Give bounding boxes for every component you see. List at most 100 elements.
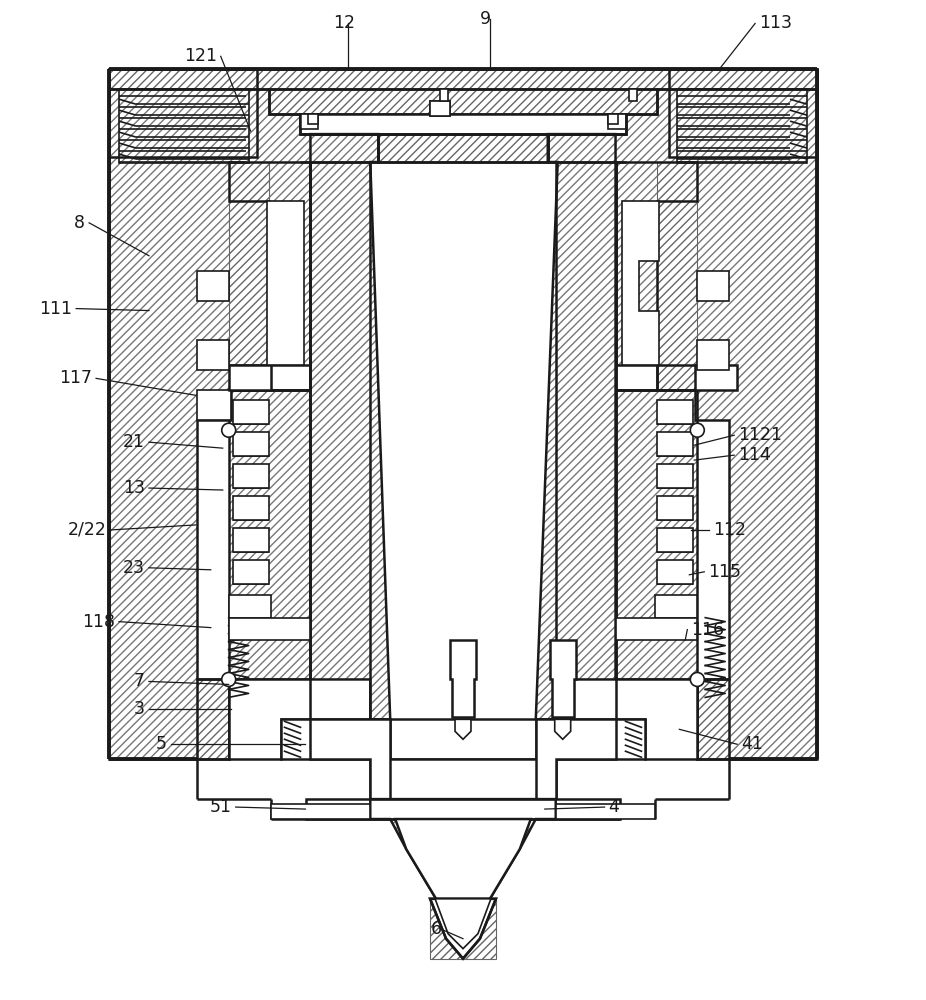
- Polygon shape: [616, 679, 697, 759]
- Polygon shape: [310, 719, 390, 799]
- Polygon shape: [536, 719, 616, 759]
- Polygon shape: [109, 89, 378, 759]
- Polygon shape: [197, 271, 229, 301]
- Polygon shape: [229, 679, 310, 719]
- Text: 8: 8: [74, 214, 85, 232]
- Polygon shape: [310, 134, 390, 719]
- Polygon shape: [657, 400, 694, 424]
- Polygon shape: [657, 201, 697, 390]
- Polygon shape: [621, 201, 659, 365]
- Polygon shape: [607, 114, 618, 124]
- Polygon shape: [536, 719, 645, 759]
- Polygon shape: [390, 719, 536, 759]
- Text: 2/22: 2/22: [69, 521, 107, 539]
- Polygon shape: [536, 759, 556, 799]
- Polygon shape: [616, 679, 697, 719]
- Polygon shape: [430, 899, 496, 959]
- Text: 112: 112: [713, 521, 746, 539]
- Polygon shape: [229, 365, 270, 390]
- Polygon shape: [697, 340, 729, 370]
- Polygon shape: [536, 719, 645, 759]
- Polygon shape: [550, 640, 576, 717]
- Polygon shape: [556, 804, 656, 819]
- Polygon shape: [378, 134, 548, 162]
- Text: 4: 4: [608, 798, 619, 816]
- Polygon shape: [270, 804, 370, 819]
- Polygon shape: [697, 679, 729, 759]
- Polygon shape: [450, 640, 476, 717]
- Polygon shape: [109, 69, 817, 89]
- Polygon shape: [430, 101, 450, 116]
- Polygon shape: [656, 595, 697, 618]
- Polygon shape: [370, 759, 556, 799]
- Polygon shape: [548, 89, 817, 759]
- Polygon shape: [310, 719, 390, 759]
- Polygon shape: [552, 679, 574, 717]
- Text: 51: 51: [209, 798, 232, 816]
- Polygon shape: [555, 719, 570, 739]
- Text: 7: 7: [134, 672, 145, 690]
- Polygon shape: [232, 528, 269, 552]
- Polygon shape: [229, 679, 310, 759]
- Polygon shape: [229, 365, 270, 390]
- Text: 12: 12: [333, 14, 356, 32]
- Polygon shape: [657, 464, 694, 488]
- Polygon shape: [430, 899, 496, 959]
- Text: 3: 3: [134, 700, 145, 718]
- Polygon shape: [301, 114, 319, 129]
- Polygon shape: [229, 162, 269, 201]
- Polygon shape: [657, 528, 694, 552]
- Circle shape: [221, 423, 236, 437]
- Polygon shape: [695, 365, 737, 390]
- Text: 116: 116: [692, 621, 724, 639]
- Text: 113: 113: [759, 14, 792, 32]
- Text: 117: 117: [59, 369, 92, 387]
- Polygon shape: [616, 390, 697, 679]
- Polygon shape: [281, 719, 390, 759]
- Polygon shape: [232, 464, 269, 488]
- Polygon shape: [229, 618, 310, 640]
- Text: 1121: 1121: [738, 426, 782, 444]
- Polygon shape: [307, 799, 619, 819]
- Polygon shape: [197, 340, 229, 370]
- Circle shape: [221, 672, 236, 686]
- Polygon shape: [657, 560, 694, 584]
- Polygon shape: [232, 560, 269, 584]
- Text: 114: 114: [738, 446, 771, 464]
- Text: 111: 111: [39, 300, 72, 318]
- Polygon shape: [697, 271, 729, 301]
- Text: 21: 21: [123, 433, 145, 451]
- Polygon shape: [452, 679, 474, 717]
- Text: 115: 115: [708, 563, 741, 581]
- Text: 6: 6: [431, 920, 442, 938]
- Circle shape: [690, 423, 705, 437]
- Text: 118: 118: [82, 613, 115, 631]
- Polygon shape: [669, 69, 817, 157]
- Polygon shape: [657, 162, 697, 201]
- Polygon shape: [229, 595, 270, 618]
- Polygon shape: [197, 679, 229, 759]
- Polygon shape: [657, 496, 694, 520]
- Polygon shape: [370, 759, 390, 799]
- Polygon shape: [301, 114, 625, 134]
- Polygon shape: [607, 114, 625, 129]
- Polygon shape: [308, 114, 319, 124]
- Polygon shape: [536, 719, 616, 799]
- Text: 23: 23: [123, 559, 145, 577]
- Polygon shape: [229, 390, 310, 679]
- Polygon shape: [370, 759, 556, 799]
- Polygon shape: [536, 134, 616, 719]
- Polygon shape: [695, 365, 737, 390]
- Polygon shape: [232, 400, 269, 424]
- Polygon shape: [370, 799, 556, 914]
- Polygon shape: [281, 719, 390, 759]
- Polygon shape: [307, 799, 619, 819]
- Polygon shape: [630, 89, 637, 101]
- Polygon shape: [197, 390, 231, 420]
- Polygon shape: [435, 899, 491, 949]
- Polygon shape: [229, 201, 269, 390]
- Polygon shape: [232, 432, 269, 456]
- Polygon shape: [395, 819, 531, 909]
- Polygon shape: [267, 201, 305, 365]
- Polygon shape: [232, 496, 269, 520]
